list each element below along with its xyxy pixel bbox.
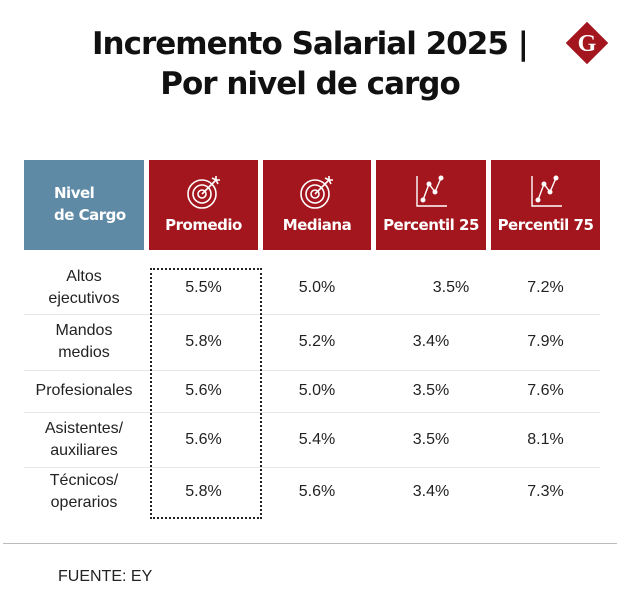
table-cell: 3.4% [412, 483, 450, 500]
row-label: Altos ejecutivos [48, 268, 120, 307]
highlight-promedio-column [150, 268, 262, 519]
svg-text:G: G [578, 31, 597, 57]
table-cell: 3.5% [412, 430, 450, 448]
table-row: Asistentes/ auxiliares 5.6% 5.4% 3.5% 8.1% [24, 412, 600, 468]
table-cell: 7.2% [527, 279, 564, 296]
column-header-label: Percentil 25 [383, 216, 479, 234]
column-header-percentil-25: Percentil 25 [376, 160, 486, 250]
column-header-label: Percentil 75 [497, 216, 594, 234]
table-cell: 5.6% [185, 430, 222, 448]
title-line-1: Incremento Salarial 2025 | [91, 26, 529, 62]
column-header-promedio: Promedio [149, 160, 258, 250]
column-header-nivel-de-cargo: Nivel de Cargo [24, 160, 144, 250]
table-cell: 5.2% [298, 333, 336, 350]
row-label: Asistentes/ auxiliares [44, 419, 124, 459]
table-row: Técnicos/ operarios 5.8% 5.6% 3.4% 7.3% [24, 467, 600, 517]
line-chart-icon [530, 175, 562, 207]
table-cell: 3.5% [432, 279, 470, 296]
column-header-mediana: Mediana [263, 160, 371, 250]
table-cell: 5.8% [185, 333, 222, 350]
table-cell: 8.1% [527, 430, 564, 448]
column-header-label: Nivel de Cargo [54, 184, 126, 224]
column-header-label: Mediana [282, 216, 352, 234]
table-cell: 3.5% [412, 382, 450, 399]
row-label: Técnicos/ operarios [49, 472, 119, 511]
target-icon [186, 176, 220, 209]
table-row: Altos ejecutivos 5.5% 5.0% 3.5% 7.2% [24, 262, 600, 315]
table-cell: 5.0% [298, 382, 336, 399]
table-cell: 7.3% [527, 483, 564, 500]
table-cell: 5.0% [298, 279, 336, 296]
table-cell: 5.8% [185, 483, 222, 500]
divider [3, 543, 617, 544]
table-row: Mandos medios 5.8% 5.2% 3.4% 7.9% [24, 314, 600, 371]
table-cell: 7.9% [527, 333, 564, 350]
table-cell: 5.4% [298, 430, 336, 448]
row-label: Mandos medios [55, 322, 113, 361]
column-header-percentil-75: Percentil 75 [491, 160, 600, 250]
table-cell: 5.5% [185, 279, 222, 296]
title-line-2: Por nivel de cargo [160, 66, 461, 102]
column-header-label: Promedio [165, 216, 242, 234]
table-cell: 3.4% [412, 333, 450, 350]
table-cell: 5.6% [298, 483, 336, 500]
target-icon [300, 176, 333, 209]
row-label: Profesionales [35, 382, 133, 399]
line-chart-icon [416, 175, 447, 207]
page-title: Incremento Salarial 2025 | Por nivel de … [0, 24, 620, 104]
source-note: FUENTE: EY [58, 568, 153, 585]
logo-icon: G [566, 22, 608, 64]
table-row: Profesionales 5.6% 5.0% 3.5% 7.6% [24, 370, 600, 413]
table-cell: 7.6% [527, 382, 564, 399]
table-cell: 5.6% [185, 382, 222, 399]
